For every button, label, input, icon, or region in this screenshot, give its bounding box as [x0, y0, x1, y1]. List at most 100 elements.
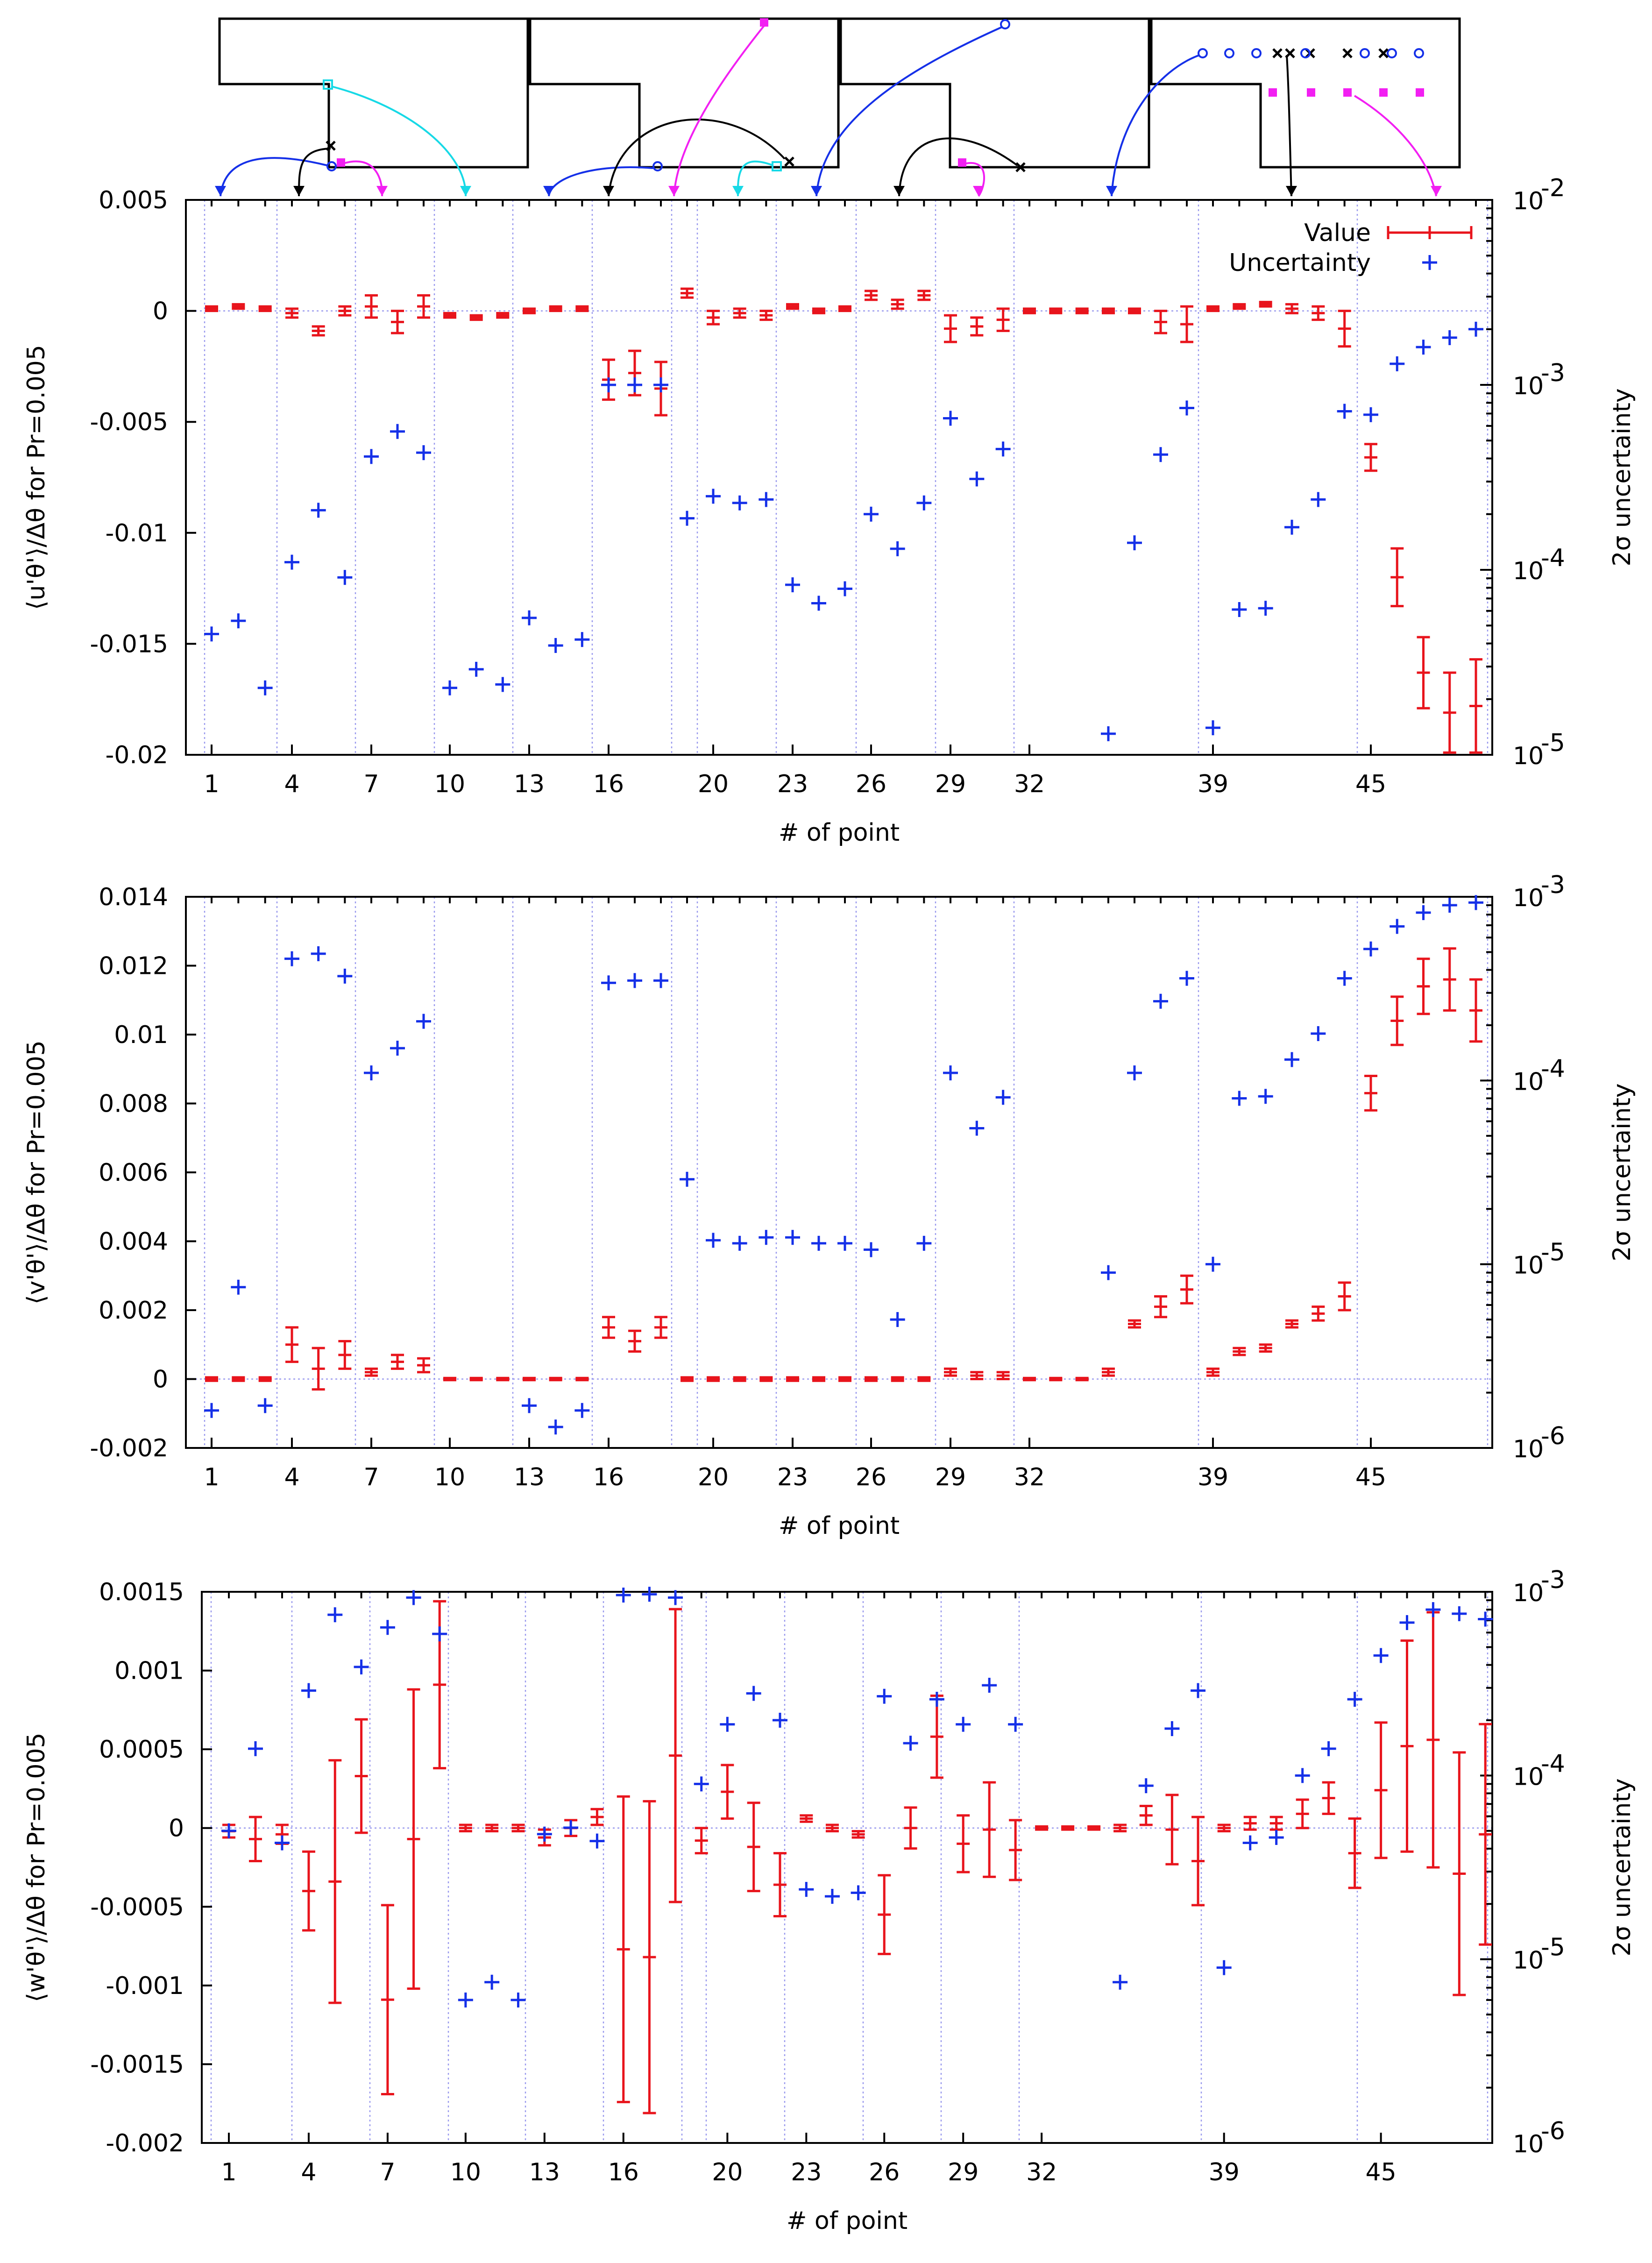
geometry-outline — [1150, 17, 1461, 169]
y-tick-label: -0.015 — [90, 630, 168, 658]
probe-link-magenta — [673, 25, 765, 197]
uncertainty-point — [903, 1736, 918, 1751]
probe-marker-blue — [1300, 48, 1311, 58]
value-point — [496, 312, 510, 319]
uncertainty-point — [1153, 993, 1168, 1009]
value-point — [996, 1371, 1010, 1380]
value-point — [1049, 1376, 1063, 1382]
y2-tick-label: 10 — [1513, 1579, 1544, 1607]
probe-marker-magenta — [1269, 88, 1277, 97]
value-point — [1102, 307, 1115, 314]
value-point — [312, 325, 325, 337]
probe-marker-blue — [1224, 48, 1234, 58]
value-point — [812, 1376, 825, 1382]
value-point — [1087, 1825, 1101, 1831]
uncertainty-point — [1127, 1065, 1142, 1081]
x-tick-label: 26 — [856, 1463, 886, 1491]
uncertainty-point — [956, 1717, 971, 1732]
value-point — [391, 1354, 404, 1370]
value-point — [590, 1808, 604, 1826]
uncertainty-point — [1284, 1052, 1299, 1067]
probe-link-blue-head — [543, 186, 554, 196]
uncertainty-point — [484, 1974, 500, 1990]
uncertainty-point — [364, 1065, 379, 1081]
uncertainty-point — [390, 424, 405, 439]
value-point — [1180, 1274, 1193, 1305]
geometry-outline — [529, 17, 840, 169]
uncertainty-point — [694, 1776, 709, 1792]
value-point — [904, 1806, 917, 1850]
y2-tick-exponent: -3 — [1541, 1566, 1565, 1594]
y2-tick-label: 10 — [1513, 1435, 1544, 1463]
value-point — [302, 1850, 315, 1932]
x-tick-label: 4 — [284, 770, 299, 798]
uncertainty-point — [1101, 1265, 1116, 1280]
uncertainty-point — [1269, 1830, 1284, 1845]
x-tick-label: 7 — [363, 770, 379, 798]
value-point — [654, 1316, 667, 1339]
uncertainty-point — [1008, 1717, 1023, 1732]
uncertainty-point — [204, 1403, 219, 1418]
x-tick-label: 16 — [608, 2158, 639, 2186]
uncertainty-point — [468, 661, 484, 677]
uncertainty-point — [601, 377, 616, 392]
uncertainty-point — [1232, 1091, 1247, 1106]
y-axis-label: ⟨u'θ'⟩/Δθ for Pr=0.005 — [22, 345, 50, 610]
uncertainty-point — [837, 581, 852, 596]
x-tick-label: 23 — [777, 770, 808, 798]
y-tick-label: 0.002 — [99, 1297, 168, 1325]
uncertainty-point — [589, 1833, 605, 1849]
probe-link-magenta — [1354, 95, 1437, 197]
value-point — [417, 1357, 430, 1374]
uncertainty-point — [811, 1235, 826, 1251]
y2-tick-exponent: -6 — [1541, 1422, 1565, 1450]
value-point — [917, 1376, 931, 1382]
x-tick-label: 13 — [529, 2158, 560, 2186]
uncertainty-point — [943, 411, 958, 426]
probe-marker-black — [1015, 162, 1026, 172]
chart-panel-1: 0.0050-0.005-0.01-0.015-0.0210-210-310-4… — [22, 174, 1636, 847]
value-point — [575, 305, 589, 312]
y-axis-label: ⟨v'θ'⟩/Δθ for Pr=0.005 — [22, 1040, 50, 1304]
x-tick-label: 20 — [698, 1463, 729, 1491]
x-tick-label: 39 — [1198, 1463, 1228, 1491]
uncertainty-point — [522, 1398, 537, 1413]
value-point — [1417, 636, 1430, 709]
probe-link-magenta — [965, 162, 986, 197]
y-tick-label: -0.005 — [90, 408, 168, 436]
probe-link-blue-head — [1106, 186, 1117, 196]
uncertainty-point — [1373, 1648, 1389, 1663]
uncertainty-point — [1295, 1768, 1310, 1783]
probe-link-magenta-head — [973, 186, 984, 196]
value-point — [1233, 303, 1246, 310]
value-point — [1269, 1816, 1283, 1831]
probe-marker-magenta — [1343, 88, 1352, 97]
y-tick-label: 0.014 — [99, 883, 168, 911]
value-point — [417, 294, 430, 319]
uncertainty-point — [1191, 1683, 1206, 1698]
value-point — [381, 1904, 394, 2095]
value-point — [1390, 995, 1404, 1046]
y-tick-label: 0.012 — [99, 952, 168, 980]
y2-tick-exponent: -6 — [1541, 2117, 1565, 2145]
uncertainty-point — [442, 680, 457, 695]
uncertainty-point — [982, 1678, 997, 1693]
x-tick-label: 26 — [856, 770, 886, 798]
y2-axis-label: 2σ uncertainty — [1608, 1778, 1636, 1956]
uncertainty-point — [680, 1171, 695, 1187]
value-point — [759, 1376, 773, 1382]
value-point — [1023, 1376, 1036, 1382]
uncertainty-point — [653, 973, 668, 988]
x-axis-label: # of point — [779, 819, 900, 847]
uncertainty-point — [1232, 602, 1247, 617]
value-point — [865, 1376, 878, 1382]
value-point — [1217, 1823, 1231, 1832]
value-point — [1259, 301, 1272, 308]
uncertainty-point — [785, 577, 800, 593]
value-point — [1191, 1816, 1205, 1907]
y-tick-label: -0.02 — [105, 741, 168, 769]
value-point — [496, 1376, 510, 1382]
y-tick-label: 0.005 — [99, 186, 168, 214]
chart-panel-2: 0.014 0.012 0.01 0.008 0.006 0.004 0.002 0 -0.00… — [22, 871, 1636, 1540]
